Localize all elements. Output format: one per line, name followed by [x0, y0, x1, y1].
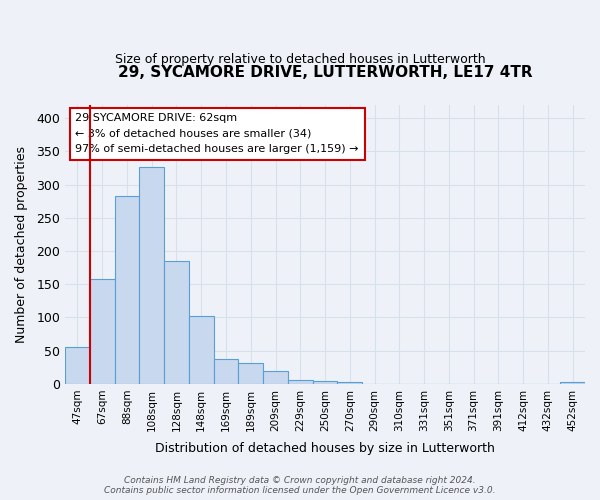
- Bar: [139, 166, 164, 384]
- Bar: [90, 279, 115, 384]
- Bar: [115, 196, 139, 384]
- Bar: [263, 372, 288, 384]
- Text: Size of property relative to detached houses in Lutterworth: Size of property relative to detached ho…: [115, 52, 485, 66]
- Y-axis label: Number of detached properties: Number of detached properties: [15, 146, 28, 343]
- Bar: [337, 382, 362, 384]
- Bar: [313, 381, 337, 384]
- Bar: [288, 380, 313, 384]
- Title: 29, SYCAMORE DRIVE, LUTTERWORTH, LE17 4TR: 29, SYCAMORE DRIVE, LUTTERWORTH, LE17 4T…: [118, 65, 532, 80]
- X-axis label: Distribution of detached houses by size in Lutterworth: Distribution of detached houses by size …: [155, 442, 495, 455]
- Text: Contains HM Land Registry data © Crown copyright and database right 2024.
Contai: Contains HM Land Registry data © Crown c…: [104, 476, 496, 495]
- Bar: [560, 382, 585, 384]
- Bar: [189, 316, 214, 384]
- Bar: [214, 360, 238, 384]
- Bar: [238, 362, 263, 384]
- Text: 29 SYCAMORE DRIVE: 62sqm
← 3% of detached houses are smaller (34)
97% of semi-de: 29 SYCAMORE DRIVE: 62sqm ← 3% of detache…: [76, 113, 359, 154]
- Bar: [65, 348, 90, 384]
- Bar: [164, 261, 189, 384]
